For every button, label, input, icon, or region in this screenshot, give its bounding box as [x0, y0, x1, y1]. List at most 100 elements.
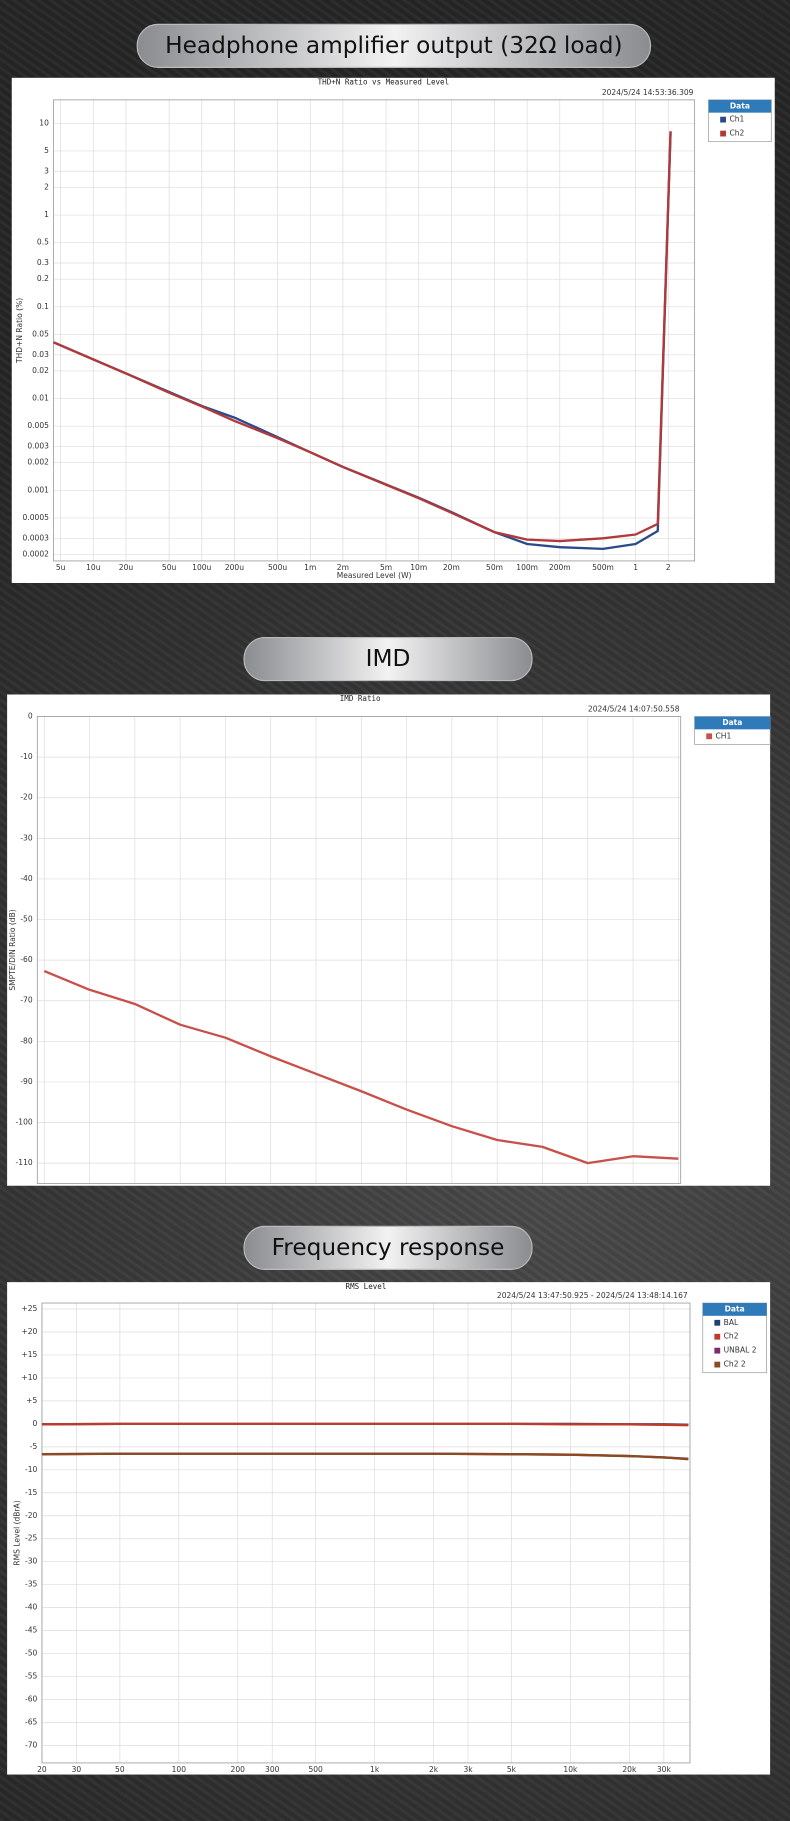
timestamp: 2024/5/24 14:53:36.309: [602, 88, 694, 97]
x-tick-label: 500m: [592, 563, 614, 572]
x-tick-label: 500: [308, 1765, 323, 1774]
legend-label: Ch2 2: [724, 1360, 746, 1369]
y-tick-label: -10: [20, 752, 33, 761]
heading-pill: [136, 23, 652, 68]
data-line: [43, 970, 679, 1165]
legend-label: CH1: [716, 731, 732, 740]
x-tick-label: 100: [172, 1765, 187, 1774]
x-tick-label: 10u: [86, 563, 101, 572]
y-tick-label: -40: [25, 1603, 38, 1612]
plot-frame: [41, 1302, 691, 1764]
chart-panel: [11, 77, 775, 583]
y-tick-label: -5: [30, 1442, 38, 1451]
y-tick-label: -65: [25, 1718, 38, 1727]
legend-title: Data: [725, 1304, 745, 1313]
y-tick-label: -30: [25, 1557, 38, 1566]
x-tick-label: 10k: [563, 1765, 578, 1774]
x-tick-label: 200u: [225, 563, 244, 572]
x-tick-label: 3k: [463, 1765, 473, 1774]
x-tick-label: 2: [666, 563, 671, 572]
y-axis-label: RMS Level (dBrA): [13, 1500, 22, 1565]
y-tick-label: -90: [20, 1077, 33, 1086]
x-tick-label: 10m: [410, 563, 427, 572]
plot-frame: [36, 716, 682, 1184]
x-tick-label: 2k: [429, 1765, 439, 1774]
y-tick-label: 0.002: [27, 458, 49, 467]
data-line: [53, 131, 672, 543]
x-tick-label: 5k: [507, 1765, 517, 1774]
data-line: [41, 1422, 689, 1427]
y-tick-label: -20: [25, 1511, 38, 1520]
y-tick-label: 0.0005: [23, 513, 50, 522]
y-tick-label: -25: [25, 1534, 38, 1543]
y-tick-label: -110: [16, 1158, 33, 1167]
x-axis-label: Measured Level (W): [337, 571, 412, 580]
section-heading: Headphone amplifier output (32Ω load): [165, 32, 622, 59]
x-tick-label: 50m: [486, 563, 503, 572]
x-tick-label: 300: [265, 1765, 280, 1774]
y-axis-label: SMPTE/DIN Ratio (dB): [8, 909, 17, 990]
y-tick-label: -45: [25, 1626, 38, 1635]
chart-title: IMD Ratio: [340, 694, 381, 703]
legend-title: Data: [722, 718, 742, 727]
y-tick-label: 0.0002: [23, 549, 50, 558]
y-tick-label: +5: [26, 1396, 37, 1405]
y-tick-label: +25: [21, 1304, 37, 1313]
y-tick-label: -30: [20, 833, 33, 842]
y-tick-label: -100: [16, 1118, 33, 1127]
y-tick-label: -20: [20, 793, 33, 802]
y-tick-label: 0.03: [32, 350, 49, 359]
y-axis-label: THD+N Ratio (%): [15, 298, 24, 364]
legend-header: [708, 99, 772, 113]
legend-label: Ch2: [729, 129, 744, 138]
legend-swatch: [714, 1333, 721, 1340]
x-tick-label: 1m: [304, 563, 316, 572]
legend-swatch: [714, 1319, 721, 1326]
chart-title: RMS Level: [346, 1282, 387, 1291]
legend-swatch: [706, 733, 713, 740]
y-tick-label: 0.02: [32, 366, 49, 375]
y-tick-label: -70: [25, 1740, 38, 1749]
y-tick-label: 3: [44, 166, 49, 175]
y-tick-label: 10: [39, 118, 49, 127]
timestamp: 2024/5/24 13:47:50.925 - 2024/5/24 13:48…: [497, 1291, 688, 1300]
x-tick-label: 100m: [516, 563, 538, 572]
x-tick-label: 2m: [337, 563, 349, 572]
y-tick-label: 1: [44, 210, 49, 219]
x-tick-label: 30: [72, 1765, 82, 1774]
x-tick-label: 20u: [119, 563, 134, 572]
legend-swatch: [720, 130, 726, 137]
y-tick-label: 0.05: [32, 329, 49, 338]
data-line: [41, 1452, 689, 1461]
legend-label: Ch1: [729, 115, 744, 124]
y-tick-label: +20: [21, 1327, 37, 1336]
legend-swatch: [714, 1361, 721, 1368]
legend-title: Data: [730, 101, 750, 110]
x-tick-label: 1: [633, 563, 638, 572]
legend-label: Ch2: [724, 1332, 739, 1341]
y-tick-label: -50: [20, 915, 33, 924]
y-tick-label: 0: [28, 712, 33, 721]
x-tick-label: 100u: [192, 563, 211, 572]
y-tick-label: -50: [25, 1649, 38, 1658]
y-tick-label: 0.2: [37, 274, 49, 283]
legend-header: [702, 1303, 767, 1316]
legend-label: BAL: [724, 1318, 739, 1327]
y-tick-label: -55: [25, 1672, 38, 1681]
y-tick-label: 0.3: [37, 258, 49, 267]
y-tick-label: -60: [25, 1695, 38, 1704]
y-tick-label: -40: [20, 874, 33, 883]
x-tick-label: 30k: [657, 1765, 672, 1774]
x-tick-label: 5m: [380, 563, 392, 572]
timestamp: 2024/5/24 14:07:50.558: [588, 705, 680, 714]
y-tick-label: 0.003: [27, 442, 49, 451]
x-tick-label: 200: [231, 1765, 246, 1774]
plot-frame: [53, 99, 696, 562]
y-tick-label: -80: [20, 1036, 33, 1045]
x-tick-label: 5u: [56, 563, 66, 572]
heading-pill: [243, 1225, 533, 1270]
y-tick-label: 5: [44, 146, 49, 155]
y-tick-label: 0.1: [37, 302, 49, 311]
